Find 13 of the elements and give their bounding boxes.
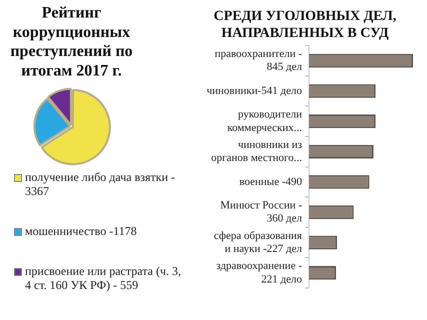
y-tick-label: руководители коммерческих... [227, 108, 302, 134]
y-tick-label: Минюст России - 360 дел [220, 200, 303, 225]
y-tick-label: военные -490 [239, 176, 302, 188]
y-tick-label: правоохранители - 845 дел [214, 48, 303, 74]
chart-title: СРЕДИ УГОЛОВНЫХ ДЕЛ, НАПРАВЛЕННЫХ В СУД [214, 9, 396, 41]
legend-label: присвоение или растрата (ч. 3, 4 ст. 160 УК РФ) - 559 [25, 264, 182, 292]
y-tick-label: сфера образования и науки -227 дел [214, 230, 302, 256]
legend-label: мошенничество -1178 [25, 224, 137, 238]
y-tick-label: чиновники из органов местного... [211, 138, 302, 164]
chart-title: Рейтинг коррупционных преступлений по итогам 2017 г. [10, 4, 133, 80]
y-tick-label: здравоохранение - 221 дело [216, 260, 302, 286]
legend-label: получение либо дача взятки - 3367 [25, 170, 176, 198]
y-tick-label: чиновники-541 дело [206, 84, 302, 97]
